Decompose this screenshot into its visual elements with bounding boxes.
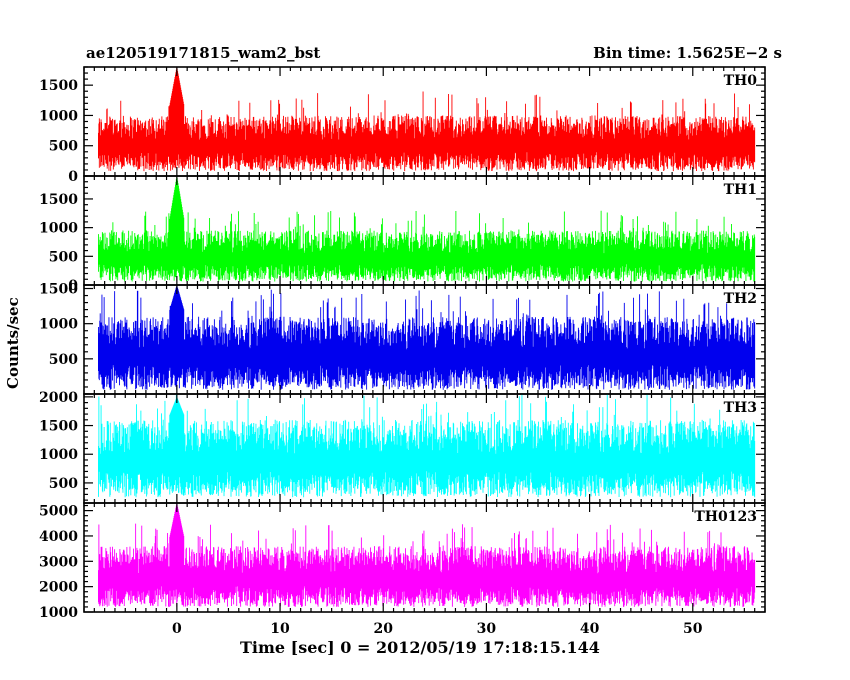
y-tick-label: 0 — [68, 278, 78, 294]
series-th0 — [98, 67, 756, 172]
x-axis-label: Time [sec] 0 = 2012/05/19 17:18:15.144 — [240, 638, 600, 657]
y-tick-label: 3000 — [39, 554, 78, 570]
series-th0123 — [98, 503, 756, 607]
y-tick-label: 500 — [49, 249, 78, 265]
y-tick-label: 500 — [49, 476, 78, 492]
y-tick-label: 500 — [49, 139, 78, 155]
panel-label-th0123: TH0123 — [694, 509, 757, 525]
x-tick-label: 0 — [172, 621, 182, 637]
x-tick-label: 40 — [580, 621, 600, 637]
x-tick-label: 20 — [373, 621, 393, 637]
y-tick-label: 0 — [68, 169, 78, 185]
y-tick-label: 5000 — [39, 504, 78, 520]
panel-label-th1: TH1 — [724, 182, 757, 198]
y-tick-label: 1000 — [39, 317, 78, 333]
y-tick-label: 1500 — [39, 192, 78, 208]
panel-th3: 500 1000 1500 2000 TH3 — [39, 390, 766, 504]
panel-th2: 500 1000 1500 TH2 — [39, 282, 766, 395]
x-tick-label: 10 — [270, 621, 290, 637]
chart-title: ae120519171815_wam2_bst — [86, 44, 321, 62]
y-tick-label: 500 — [49, 352, 78, 368]
series-th3 — [98, 394, 756, 498]
panel-label-th0: TH0 — [724, 73, 758, 89]
panel-label-th2: TH2 — [724, 291, 757, 307]
y-tick-label: 1500 — [39, 78, 78, 94]
y-tick-label: 1000 — [39, 447, 78, 463]
y-tick-label: 2000 — [39, 580, 78, 596]
y-tick-label: 2000 — [39, 390, 78, 406]
x-tick-label: 50 — [683, 621, 703, 637]
y-axis-label: Counts/sec — [4, 297, 22, 389]
y-tick-label: 4000 — [39, 529, 78, 545]
panel-th0123: 1000 2000 3000 4000 5000 TH0123 — [39, 502, 766, 621]
x-tick-label: 30 — [477, 621, 497, 637]
y-tick-label: 1500 — [39, 419, 78, 435]
series-th1 — [98, 176, 756, 282]
series-th2 — [98, 285, 756, 390]
bin-time-label: Bin time: 1.5625E−2 s — [593, 44, 782, 62]
y-tick-label: 1000 — [39, 108, 78, 124]
y-tick-label: 1500 — [39, 282, 78, 298]
y-tick-label: 1000 — [39, 605, 78, 621]
panel-label-th3: TH3 — [724, 400, 757, 416]
y-tick-label: 1000 — [39, 221, 78, 237]
panel-th0: 0 500 1000 1500 TH0 — [39, 66, 766, 185]
panel-th1: 0 500 1000 1500 TH1 — [39, 175, 766, 294]
